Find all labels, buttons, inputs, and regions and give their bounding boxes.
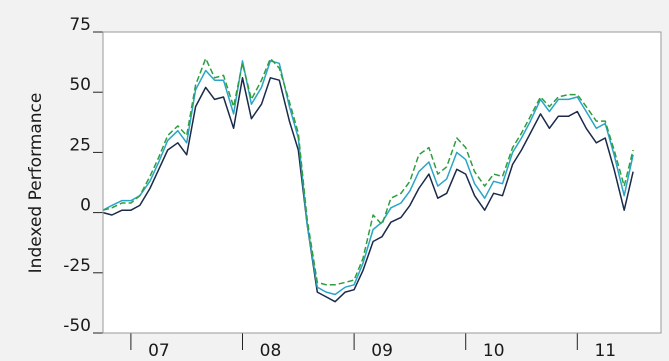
y-axis-title: Indexed Performance [26, 93, 46, 274]
y-tick-label: 25 [69, 135, 91, 155]
y-axis: 75 50 25 0 -25 -50 [63, 15, 103, 336]
y-tick-label: 0 [80, 196, 91, 216]
x-tick-label: 08 [260, 341, 282, 361]
plot-frame [102, 31, 662, 334]
series-layer [102, 57, 634, 303]
x-tick-label: 09 [371, 341, 393, 361]
series-line-3 [102, 57, 634, 286]
y-tick-label: -50 [63, 316, 91, 336]
x-axis: 07 08 09 10 11 [130, 333, 616, 361]
x-tick-label: 11 [594, 341, 616, 361]
plot-area [103, 32, 661, 333]
y-tick-label: 50 [69, 75, 91, 95]
y-tick-label: 75 [69, 15, 91, 35]
series-line-1 [102, 77, 634, 303]
x-tick-label: 07 [148, 341, 170, 361]
x-tick-label: 10 [483, 341, 505, 361]
series-line-2 [102, 60, 634, 296]
y-tick-label: -25 [63, 256, 91, 276]
